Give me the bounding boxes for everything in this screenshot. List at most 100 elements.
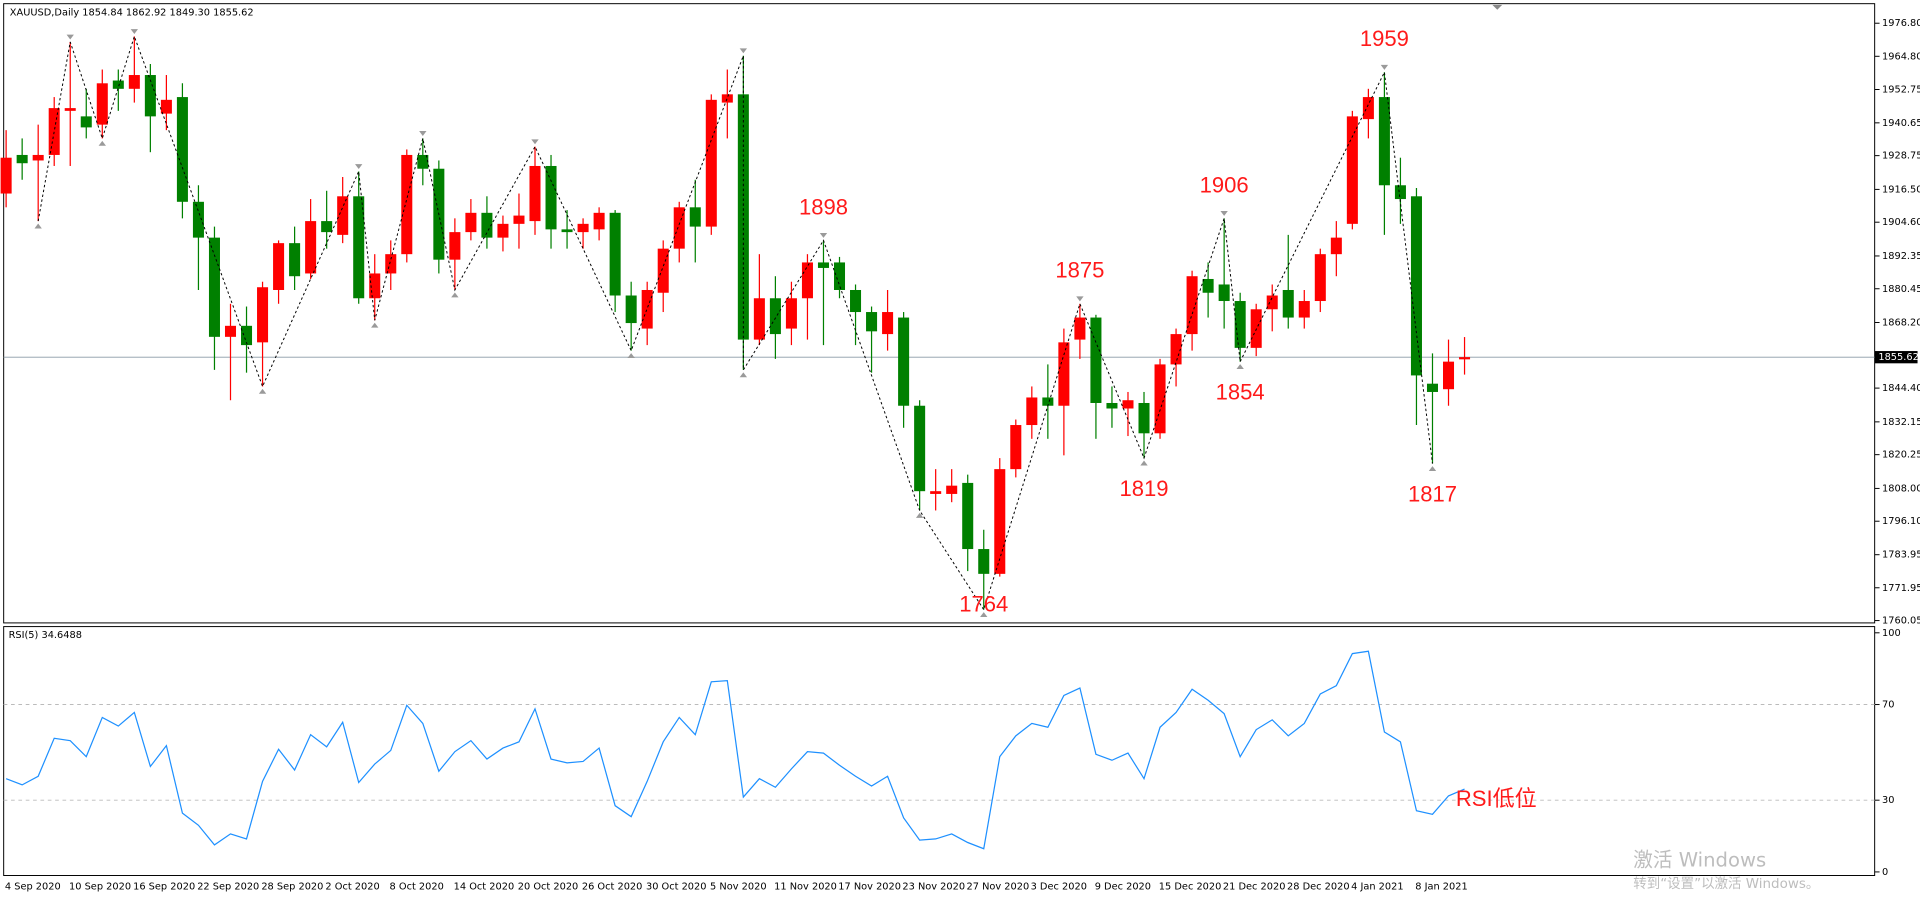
x-tick-label: 20 Oct 2020: [518, 882, 579, 893]
chart-title: XAUUSD,Daily 1854.84 1862.92 1849.30 185…: [10, 7, 254, 18]
watermark-title: 激活 Windows: [1633, 848, 1766, 871]
y-tick-label: 1783.95: [1882, 550, 1920, 561]
y-tick-label: 1832.15: [1882, 417, 1920, 428]
candle-body: [48, 108, 60, 155]
x-tick-label: 4 Jan 2021: [1351, 882, 1403, 893]
candle-body: [1186, 276, 1198, 335]
candle-body: [289, 243, 301, 277]
zigzag-marker: [66, 34, 74, 40]
x-tick-label: 8 Oct 2020: [390, 882, 444, 893]
candle-body: [449, 232, 461, 260]
candle-body: [353, 196, 365, 299]
x-tick-label: 2 Oct 2020: [325, 882, 379, 893]
candle-body: [1314, 254, 1326, 302]
candle-body: [769, 298, 781, 335]
candle-body: [401, 154, 413, 255]
x-tick-label: 9 Dec 2020: [1095, 882, 1151, 893]
candle-body: [305, 221, 317, 274]
candle-body: [1010, 425, 1022, 470]
y-tick-label: 1952.75: [1882, 84, 1920, 95]
rsi-title: RSI(5) 34.6488: [9, 630, 82, 641]
current-price-box: [1874, 351, 1918, 364]
annotation: RSI低位: [1456, 786, 1537, 811]
rsi-pane: [3, 626, 1876, 876]
x-tick-label: 30 Oct 2020: [646, 882, 707, 893]
candle-body: [978, 549, 990, 574]
y-tick-label: 30: [1882, 795, 1894, 806]
y-tick-label: 1976.80: [1882, 18, 1920, 29]
y-tick-label: 1760.05: [1882, 616, 1920, 627]
candle-body: [112, 80, 124, 89]
shift-marker: [1492, 4, 1503, 10]
candle-body: [1058, 342, 1070, 406]
x-tick-label: 28 Dec 2020: [1287, 882, 1350, 893]
candle-body: [1170, 334, 1182, 365]
y-tick-label: 1771.95: [1882, 583, 1920, 594]
y-tick-label: 1820.25: [1882, 450, 1920, 461]
candle-body: [1138, 402, 1150, 434]
candle-body: [1362, 97, 1374, 120]
candle-body: [1122, 400, 1134, 409]
candle-body: [224, 325, 237, 337]
zigzag-marker: [915, 512, 924, 518]
annotation: 1819: [1119, 476, 1168, 501]
price-pane: [3, 3, 1876, 624]
candle-body: [321, 221, 333, 233]
candle-body: [962, 482, 974, 550]
candle-body: [577, 223, 589, 233]
y-tick-label: 1844.40: [1882, 383, 1920, 394]
y-tick-label: 1964.80: [1882, 51, 1920, 62]
candle-body: [1426, 383, 1439, 392]
candle-body: [1234, 301, 1246, 348]
candle-body: [866, 312, 878, 332]
zigzag-marker: [980, 612, 988, 618]
candle-body: [1090, 317, 1102, 403]
x-tick-label: 23 Nov 2020: [902, 882, 965, 893]
candle-body: [208, 237, 220, 337]
candle-body: [1282, 289, 1294, 318]
candle-body: [1202, 278, 1214, 293]
zigzag-marker: [1140, 460, 1148, 466]
annotation: 1854: [1216, 379, 1265, 404]
candle-body: [785, 298, 797, 329]
candle-body: [1106, 402, 1118, 409]
candle-body: [1218, 284, 1230, 302]
candle-body: [593, 212, 605, 230]
candle-body: [850, 289, 862, 313]
x-tick-label: 26 Oct 2020: [582, 882, 643, 893]
candle-body: [96, 83, 108, 125]
candle-body: [1394, 185, 1406, 200]
zigzag-marker: [130, 29, 139, 34]
watermark-subtitle: 转到“设置”以激活 Windows。: [1633, 876, 1819, 892]
candle-body: [930, 491, 942, 494]
y-tick-label: 100: [1882, 628, 1901, 639]
annotation: 1906: [1200, 172, 1249, 197]
annotation: 1875: [1055, 258, 1104, 283]
zigzag-marker: [34, 223, 42, 229]
candle-body: [369, 273, 381, 299]
candle-body: [385, 254, 397, 274]
zigzag-marker: [1428, 466, 1437, 471]
x-tick-label: 11 Nov 2020: [774, 882, 837, 893]
annotation: 1898: [799, 194, 848, 219]
candle-body: [1074, 317, 1086, 340]
candle-body: [64, 108, 76, 111]
y-tick-label: 70: [1882, 700, 1894, 711]
candle-body: [128, 75, 140, 89]
y-tick-label: 1928.75: [1882, 151, 1920, 162]
candle-body: [241, 325, 253, 346]
zigzag-marker: [98, 140, 106, 146]
x-tick-label: 8 Jan 2021: [1415, 882, 1467, 893]
candle-body: [833, 262, 846, 290]
candle-body: [465, 212, 477, 233]
zigzag-marker: [419, 131, 427, 136]
candle-body: [1346, 116, 1358, 224]
candle-body: [160, 99, 172, 114]
x-tick-label: 16 Sep 2020: [133, 882, 195, 893]
candle-body: [801, 262, 813, 299]
zigzag-marker: [258, 388, 267, 394]
zigzag-marker: [739, 372, 748, 378]
zigzag-marker: [819, 233, 828, 238]
candle-body: [609, 212, 621, 296]
